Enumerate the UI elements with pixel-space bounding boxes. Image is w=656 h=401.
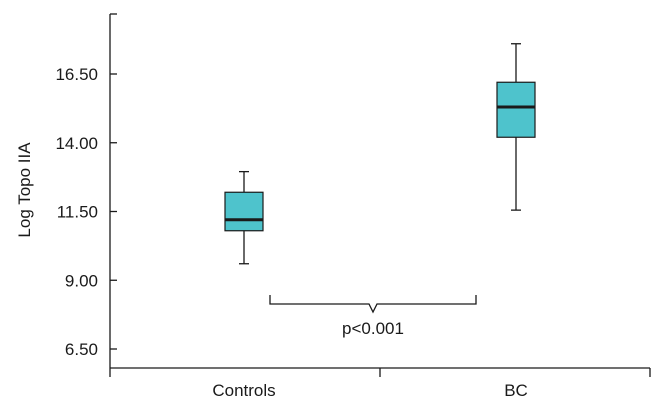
box-controls: [224, 170, 264, 265]
x-tick-label: BC: [504, 381, 528, 400]
y-tick-label: 14.00: [55, 134, 98, 153]
p-value-annotation: p<0.001: [342, 319, 404, 338]
x-ticks: Controls BC: [109, 368, 651, 400]
iqr-box: [496, 81, 536, 138]
y-tick-label: 16.50: [55, 65, 98, 84]
y-tick-label: 6.50: [65, 340, 98, 359]
y-ticks: 6.50 9.00 11.50 14.00 16.50: [55, 13, 117, 359]
y-axis-title: Log Topo IIA: [15, 142, 34, 238]
boxes: [224, 43, 536, 265]
box-bc: [496, 43, 536, 211]
iqr-box: [224, 191, 264, 232]
x-tick-label: Controls: [212, 381, 275, 400]
y-tick-label: 11.50: [57, 203, 98, 222]
significance-bracket: [269, 295, 477, 314]
bracket-line: [269, 295, 477, 314]
y-tick-label: 9.00: [65, 271, 98, 290]
